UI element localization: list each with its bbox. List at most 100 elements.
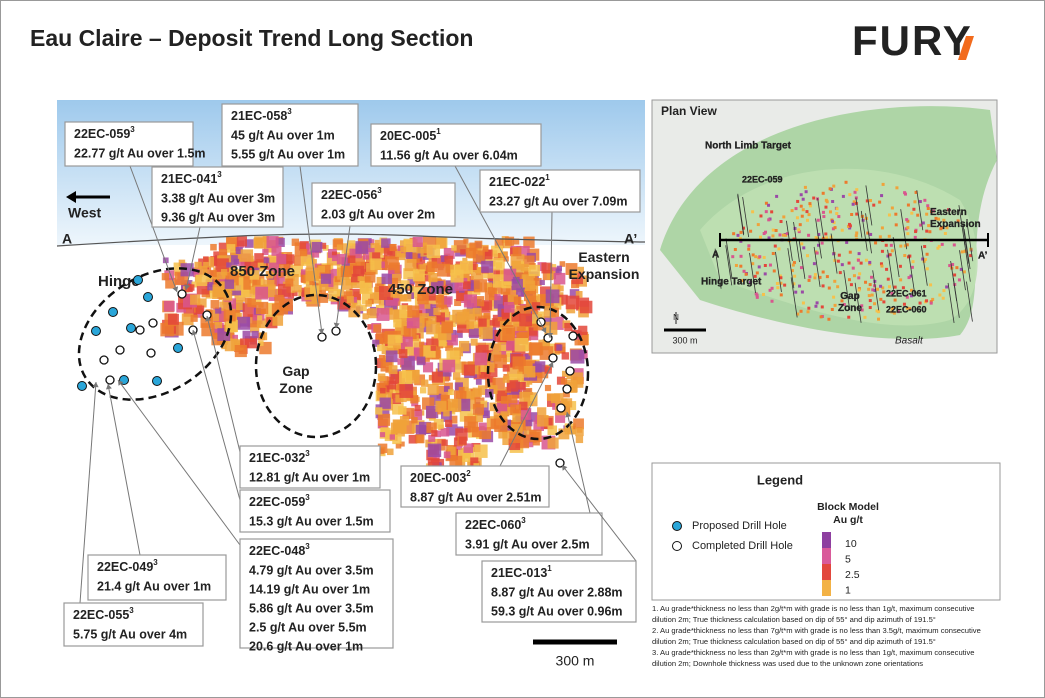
plan-block: [874, 241, 878, 245]
plan-block: [797, 228, 801, 232]
block: [397, 358, 404, 365]
note-ref: 3: [129, 606, 134, 615]
plan-block: [742, 269, 746, 273]
leader: [79, 381, 97, 604]
block: [425, 405, 439, 419]
block: [502, 327, 515, 341]
block: [469, 328, 479, 339]
west-label: West: [68, 205, 102, 221]
plan-block: [778, 233, 782, 237]
block: [547, 425, 558, 435]
block: [512, 413, 521, 422]
block: [247, 298, 256, 307]
logo-accent: [958, 36, 974, 60]
block: [441, 321, 454, 334]
block: [482, 410, 490, 419]
block: [233, 258, 240, 265]
plan-block: [832, 295, 836, 299]
plan-block: [880, 226, 884, 230]
plan-block: [905, 243, 909, 247]
plan-block: [799, 309, 803, 313]
block: [388, 365, 398, 375]
block: [285, 254, 295, 264]
note-ref: 3: [217, 170, 222, 179]
block: [430, 280, 444, 294]
legend-item: Proposed Drill Hole: [692, 520, 787, 532]
callout-line: 11.56 g/t Au over 6.04m: [380, 148, 518, 162]
plan-block: [873, 284, 877, 288]
plan-trace: [854, 282, 862, 323]
block: [463, 443, 474, 453]
block: [351, 297, 357, 303]
note-ref: 3: [153, 558, 158, 567]
proposed-hole: [133, 275, 143, 285]
block: [451, 245, 457, 251]
block: [376, 276, 386, 286]
plan-block: [951, 263, 955, 267]
block: [259, 332, 268, 341]
block: [415, 434, 425, 444]
plan-block: [825, 275, 829, 279]
plan-block: [963, 249, 967, 253]
block: [448, 389, 454, 396]
block: [429, 393, 442, 406]
block: [206, 276, 213, 283]
block: [502, 376, 510, 383]
plan-block: [822, 215, 826, 219]
plan-block: [830, 307, 834, 311]
plan-block: [906, 226, 910, 230]
plan-trace: [887, 249, 894, 290]
block: [224, 279, 235, 289]
block: [435, 400, 447, 412]
logo: FURY: [852, 17, 973, 64]
leader: [549, 211, 553, 339]
plan-block: [799, 193, 803, 197]
block: [272, 315, 284, 326]
hinge-outline: [77, 267, 233, 401]
block: [359, 281, 373, 294]
block: [379, 286, 394, 300]
plan-block: [878, 200, 882, 204]
plan-block: [886, 277, 890, 281]
block: [373, 324, 382, 333]
plan-block: [771, 228, 775, 232]
plan-block: [923, 198, 927, 202]
block: [266, 317, 278, 329]
callout-box: [370, 123, 542, 167]
plan-block: [914, 230, 918, 234]
block: [167, 313, 179, 325]
plan-block: [738, 237, 742, 241]
plan-block: [827, 317, 831, 321]
plan-block: [814, 236, 818, 240]
plan-block: [926, 204, 930, 208]
block: [441, 439, 448, 446]
callout-line: 4.79 g/t Au over 3.5m: [249, 563, 374, 577]
plan-label: Basalt: [895, 336, 924, 347]
plan-block: [905, 218, 909, 222]
block: [505, 285, 518, 298]
plan-block: [807, 278, 811, 282]
block: [392, 403, 404, 415]
plan-block: [842, 303, 846, 307]
plan-block: [918, 200, 922, 204]
plan-label: 22EC-061: [886, 288, 927, 298]
plan-block: [943, 231, 947, 235]
block: [389, 243, 397, 252]
block: [485, 377, 496, 389]
plan-block: [879, 284, 883, 288]
block: [414, 404, 421, 411]
plan-block: [815, 301, 819, 305]
block: [219, 275, 230, 286]
plan-block: [837, 253, 841, 257]
block: [205, 279, 214, 288]
plan-block: [856, 258, 860, 262]
block: [190, 314, 198, 322]
plan-block: [775, 194, 779, 198]
plan-block: [887, 213, 891, 217]
block: [407, 277, 415, 285]
plan-block: [838, 271, 842, 275]
plan-block: [884, 243, 888, 247]
zone-label: 450 Zone: [388, 281, 453, 298]
block: [470, 267, 484, 280]
